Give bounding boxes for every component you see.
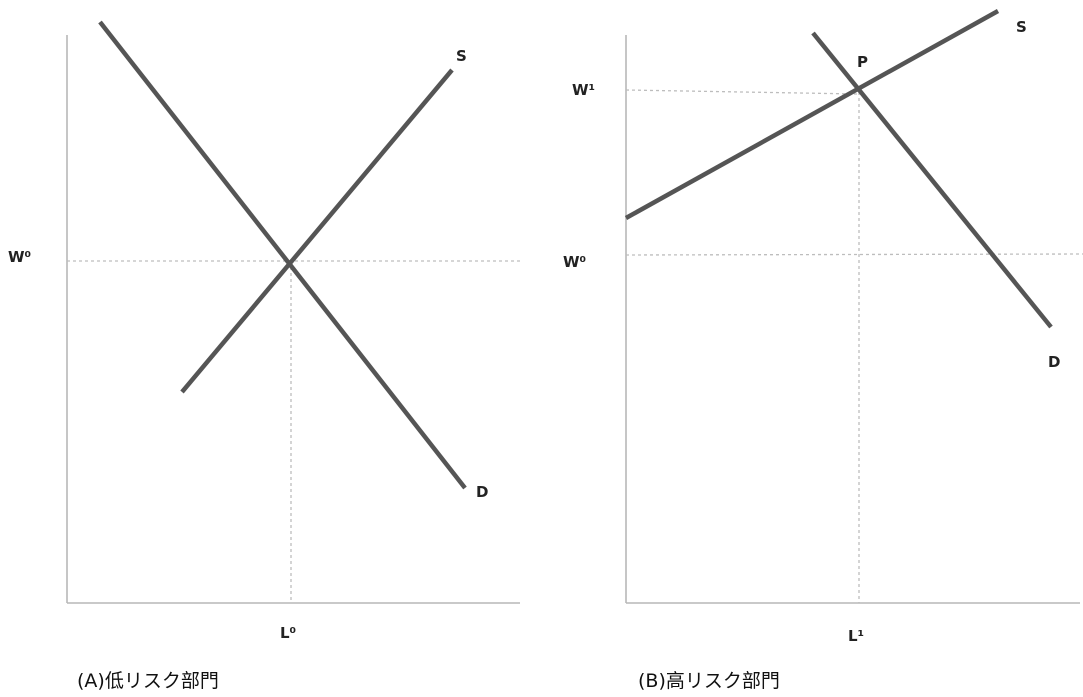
panel-b-wage-high-label: W¹ xyxy=(572,81,595,99)
panel-b-demand-label: D xyxy=(1048,353,1060,371)
panel-b-supply-curve xyxy=(624,9,1000,220)
panel-b: P S D W¹ W⁰ L¹ (B)高リスク部門 xyxy=(563,9,1083,692)
panel-b-wage-high-guide xyxy=(625,89,859,95)
panel-b-supply-label: S xyxy=(1016,18,1027,36)
panel-b-caption: (B)高リスク部門 xyxy=(638,670,780,692)
panel-b-labor-label: L¹ xyxy=(848,627,864,645)
panel-a-caption: (A)低リスク部門 xyxy=(77,670,219,692)
panel-b-wage-base-label: W⁰ xyxy=(563,253,586,271)
panel-a-demand-label: D xyxy=(476,483,488,501)
panel-b-demand-curve xyxy=(811,31,1053,329)
panel-a: S D W⁰ L⁰ (A)低リスク部門 xyxy=(8,20,522,692)
panel-a-wage-label: W⁰ xyxy=(8,248,31,266)
panel-a-labor-label: L⁰ xyxy=(280,624,296,642)
panel-b-wage-base-guide xyxy=(625,253,1083,256)
panel-b-point-label: P xyxy=(857,53,868,71)
panel-a-supply-label: S xyxy=(456,47,467,65)
panel-a-demand-curve xyxy=(98,20,467,490)
panel-a-supply-curve xyxy=(180,68,454,394)
